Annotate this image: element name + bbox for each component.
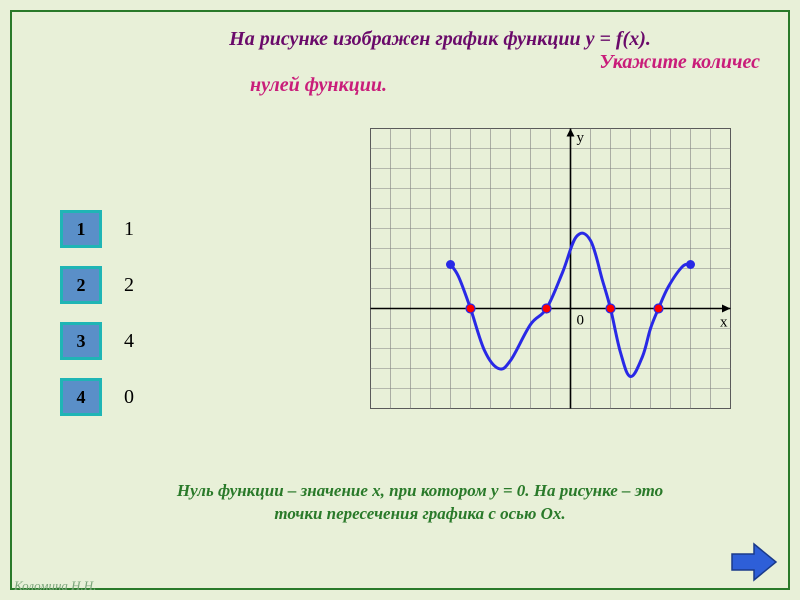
svg-text:0: 0	[577, 313, 585, 329]
answer-row: 3 4	[60, 322, 134, 360]
answer-label: 4	[124, 330, 134, 353]
title-line-2: Укажите количес	[120, 51, 760, 74]
answer-button-1[interactable]: 1	[60, 210, 102, 248]
answer-button-4[interactable]: 4	[60, 378, 102, 416]
answer-row: 4 0	[60, 378, 134, 416]
answer-label: 2	[124, 274, 134, 297]
next-button[interactable]	[730, 542, 778, 582]
answer-label: 1	[124, 218, 134, 241]
answer-options: 1 1 2 2 3 4 4 0	[60, 210, 134, 434]
svg-text:x: x	[720, 315, 728, 331]
title-line-3: нулей функции.	[250, 74, 760, 97]
answer-label: 0	[124, 386, 134, 409]
answer-button-2[interactable]: 2	[60, 266, 102, 304]
hint-text: Нуль функции – значение x, при котором y…	[160, 480, 680, 526]
title-block: На рисунке изображен график функции y = …	[120, 28, 760, 97]
answer-row: 2 2	[60, 266, 134, 304]
svg-text:y: y	[577, 130, 585, 146]
answer-button-3[interactable]: 3	[60, 322, 102, 360]
title-line-1: На рисунке изображен график функции y = …	[120, 28, 760, 51]
author-credit: Коломина Н.Н.	[14, 578, 96, 594]
answer-row: 1 1	[60, 210, 134, 248]
function-graph: y x 0	[370, 128, 732, 410]
